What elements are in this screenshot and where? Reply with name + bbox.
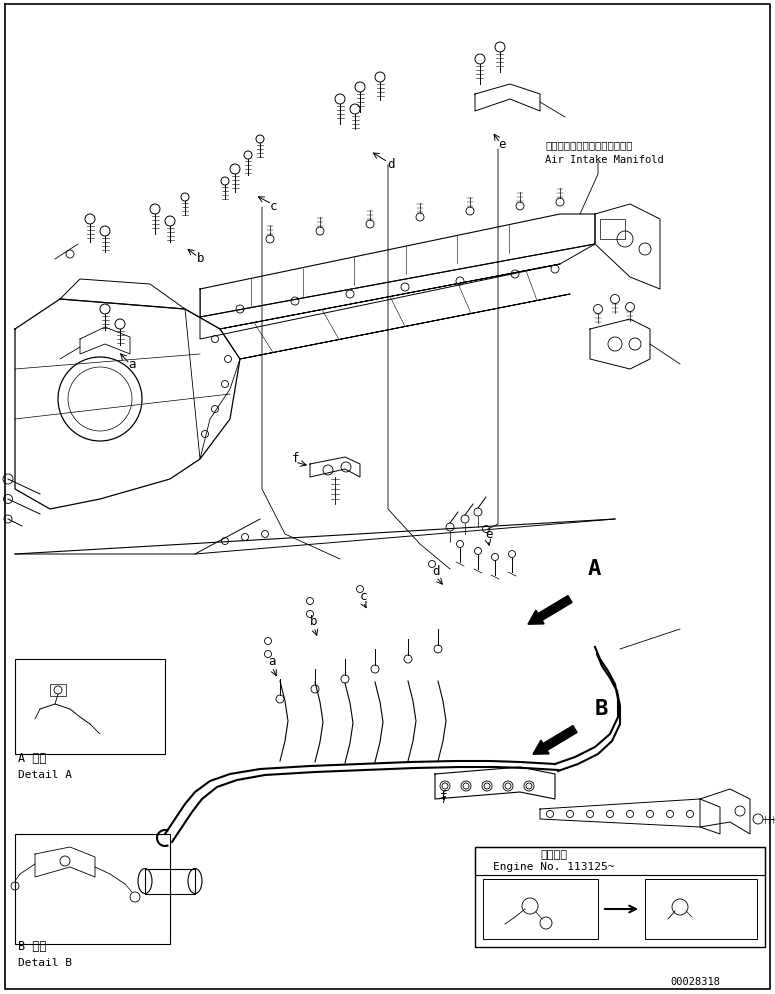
Text: A 詳細: A 詳細	[18, 751, 46, 764]
Text: B: B	[595, 699, 608, 719]
Text: a: a	[268, 654, 275, 667]
Text: エアーインテークマニホールド: エアーインテークマニホールド	[545, 140, 632, 150]
Text: d: d	[432, 565, 439, 578]
Text: c: c	[360, 589, 367, 602]
Text: Air Intake Manifold: Air Intake Manifold	[545, 155, 663, 165]
Bar	[475, 847, 765, 947]
Text: 適用号機: 適用号機	[540, 849, 567, 859]
Text: 00028318: 00028318	[670, 976, 720, 986]
Text: B 詳細: B 詳細	[18, 939, 46, 952]
Bar	[50, 684, 66, 697]
Text: Detail B: Detail B	[18, 957, 72, 967]
Text: b: b	[310, 614, 318, 627]
Bar	[600, 220, 625, 240]
Text: Engine No. 113125~: Engine No. 113125~	[493, 861, 615, 871]
Text: e: e	[485, 528, 492, 541]
Bar	[15, 834, 170, 944]
Text: A: A	[588, 559, 601, 579]
Bar	[645, 879, 757, 939]
Text: c: c	[270, 200, 277, 213]
Bar	[15, 659, 165, 754]
Bar	[475, 847, 765, 875]
Text: Detail A: Detail A	[18, 769, 72, 779]
Bar	[483, 879, 598, 939]
FancyArrow shape	[528, 596, 572, 624]
Text: f: f	[440, 789, 447, 802]
Text: a: a	[128, 358, 136, 371]
Text: e: e	[498, 138, 505, 151]
Text: d: d	[387, 158, 394, 171]
Text: b: b	[197, 251, 205, 264]
Text: f: f	[292, 451, 299, 464]
FancyArrow shape	[533, 726, 577, 754]
